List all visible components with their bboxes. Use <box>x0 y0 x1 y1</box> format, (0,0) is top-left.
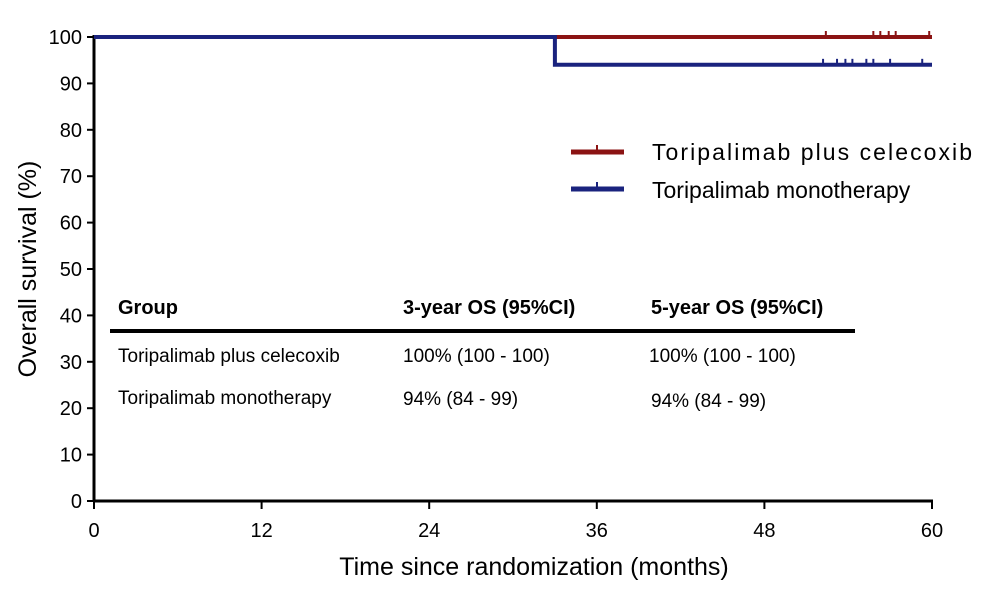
y-tick-label: 30 <box>60 352 82 374</box>
legend: Toripalimab plus celecoxib Toripalimab m… <box>571 139 972 203</box>
y-tick-label: 80 <box>60 120 82 142</box>
y-tick-label: 90 <box>60 73 82 95</box>
table-cell-3yr: 94% (84 - 99) <box>403 389 518 410</box>
x-axis-ticks: 0 12 24 36 48 60 <box>88 501 943 542</box>
table-row: Toripalimab plus celecoxib 100% (100 - 1… <box>118 346 796 367</box>
table-cell-group: Toripalimab plus celecoxib <box>118 346 340 367</box>
legend-label-celecoxib: Toripalimab plus celecoxib <box>652 139 972 165</box>
table-cell-5yr: 100% (100 - 100) <box>649 346 796 367</box>
x-tick-label: 36 <box>586 520 608 542</box>
x-tick-label: 60 <box>921 520 943 542</box>
table-header-group: Group <box>118 297 178 319</box>
os-table: Group 3-year OS (95%CI) 5-year OS (95%CI… <box>110 297 855 412</box>
legend-label-monotherapy: Toripalimab monotherapy <box>652 177 911 203</box>
y-axis-ticks: 0 10 20 30 40 50 60 70 80 90 100 <box>49 27 94 513</box>
x-tick-label: 48 <box>753 520 775 542</box>
y-tick-label: 100 <box>49 27 82 49</box>
x-axis-title: Time since randomization (months) <box>339 553 729 581</box>
axes <box>92 35 933 503</box>
legend-item-monotherapy: Toripalimab monotherapy <box>571 177 911 203</box>
y-tick-label: 10 <box>60 445 82 467</box>
series-monotherapy <box>94 35 932 67</box>
table-cell-3yr: 100% (100 - 100) <box>403 346 550 367</box>
y-axis-title: Overall survival (%) <box>14 161 42 378</box>
table-header-5yr: 5-year OS (95%CI) <box>651 297 823 319</box>
legend-item-celecoxib: Toripalimab plus celecoxib <box>571 139 972 165</box>
x-tick-label: 0 <box>88 520 99 542</box>
table-cell-group: Toripalimab monotherapy <box>118 388 332 409</box>
y-tick-label: 40 <box>60 305 82 327</box>
survival-curves <box>94 31 932 67</box>
y-tick-label: 70 <box>60 166 82 188</box>
y-tick-label: 60 <box>60 213 82 235</box>
y-tick-label: 50 <box>60 259 82 281</box>
x-tick-label: 24 <box>418 520 440 542</box>
x-tick-label: 12 <box>250 520 272 542</box>
y-tick-label: 0 <box>71 491 82 513</box>
table-cell-5yr: 94% (84 - 99) <box>651 391 766 412</box>
table-header-3yr: 3-year OS (95%CI) <box>403 297 575 319</box>
survival-curve <box>94 35 932 67</box>
table-row: Toripalimab monotherapy 94% (84 - 99) 94… <box>118 388 766 412</box>
y-tick-label: 20 <box>60 398 82 420</box>
